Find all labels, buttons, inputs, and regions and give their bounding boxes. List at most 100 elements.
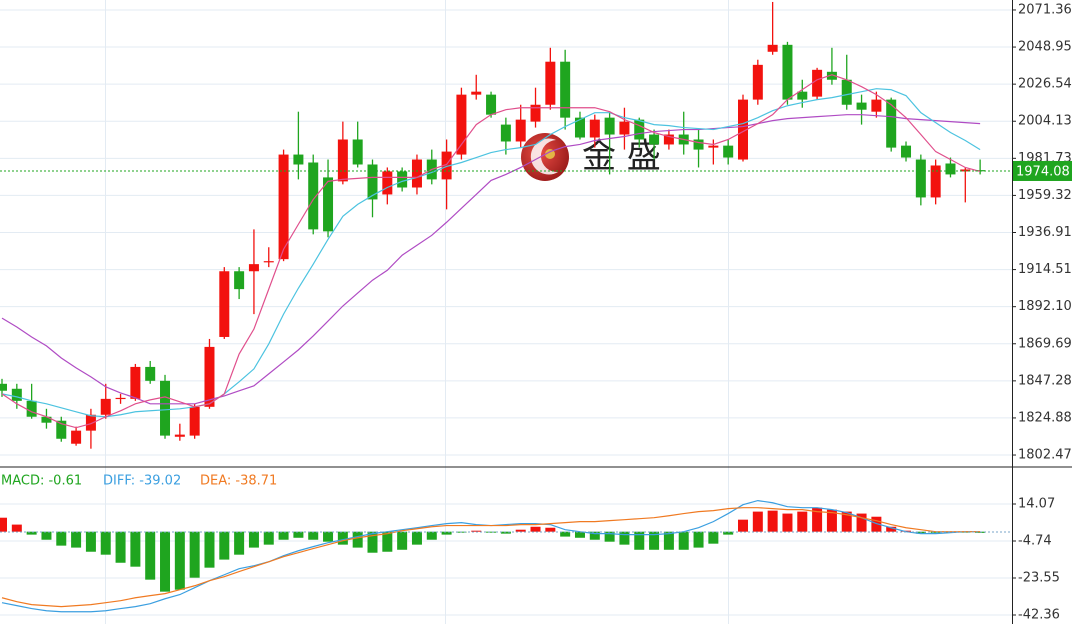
line-series bbox=[1, 114, 981, 405]
macd-bar bbox=[337, 531, 348, 545]
macd-bar bbox=[678, 531, 689, 550]
macd-bar bbox=[234, 531, 245, 555]
candle-body bbox=[930, 165, 941, 198]
macd-plot bbox=[0, 499, 986, 613]
macd-bar bbox=[663, 531, 674, 550]
candle-body bbox=[960, 169, 971, 172]
macd-bar bbox=[441, 531, 452, 535]
macd-bar bbox=[115, 531, 126, 563]
macd-bar bbox=[589, 531, 600, 540]
candle-body bbox=[752, 64, 763, 100]
y-tick-label: 1892.10 bbox=[1018, 299, 1072, 314]
y-tick-label: 1869.69 bbox=[1018, 336, 1072, 351]
candle-body bbox=[856, 102, 867, 110]
y-tick-label: -4.74 bbox=[1018, 533, 1052, 548]
last-price-label: 1974.08 bbox=[1016, 164, 1070, 179]
y-tick-label: 1847.28 bbox=[1018, 373, 1072, 388]
y-tick-label: -23.55 bbox=[1018, 570, 1060, 585]
candle-body bbox=[693, 139, 704, 150]
macd-bar bbox=[826, 509, 837, 532]
candle-body bbox=[115, 397, 126, 400]
candle-body bbox=[85, 414, 96, 431]
macd-bar bbox=[219, 531, 230, 560]
legend-label: MACD: -0.61 bbox=[1, 474, 82, 489]
macd-bar bbox=[130, 531, 141, 567]
candle-body bbox=[263, 261, 274, 263]
y-tick-label: 1959.32 bbox=[1018, 188, 1072, 203]
candle-body bbox=[560, 61, 571, 118]
candle-body bbox=[160, 380, 171, 436]
macd-bar bbox=[708, 531, 719, 544]
vertical-grid bbox=[105, 0, 729, 624]
candle-body bbox=[708, 145, 719, 148]
macd-bar bbox=[752, 511, 763, 532]
macd-bar bbox=[41, 531, 52, 540]
macd-bar bbox=[174, 531, 185, 590]
macd-bar bbox=[71, 531, 82, 548]
y-tick-label: 2048.95 bbox=[1018, 40, 1072, 55]
candle-body bbox=[530, 104, 541, 122]
candle-body bbox=[308, 162, 319, 230]
macd-bar bbox=[856, 513, 867, 532]
candle-body bbox=[604, 117, 615, 135]
macd-bar bbox=[145, 531, 156, 580]
macd-bar bbox=[323, 531, 334, 542]
candle-body bbox=[871, 99, 882, 112]
candle-body bbox=[500, 124, 511, 142]
legend-label: DIFF: -39.02 bbox=[103, 474, 181, 489]
macd-bar bbox=[915, 531, 926, 534]
candle-body bbox=[649, 134, 660, 145]
macd-bar bbox=[248, 531, 259, 548]
macd-bar bbox=[500, 531, 511, 534]
macd-bar bbox=[308, 531, 319, 540]
macd-bar bbox=[56, 531, 67, 546]
macd-bar bbox=[382, 531, 393, 552]
last-price-box bbox=[1013, 160, 1072, 181]
y-tick-label: 1914.51 bbox=[1018, 262, 1072, 277]
macd-bar bbox=[85, 531, 96, 552]
candle-body bbox=[574, 117, 585, 138]
macd-legend: MACD: -0.61 DIFF: -39.02 DEA: -38.71 bbox=[1, 474, 277, 489]
candle-body bbox=[767, 44, 778, 52]
candle-body bbox=[886, 99, 897, 148]
candle-body bbox=[26, 400, 37, 417]
candle-body bbox=[174, 434, 185, 437]
line-series bbox=[1, 507, 981, 608]
macd-bar bbox=[649, 531, 660, 550]
candle-body bbox=[0, 383, 7, 391]
macd-bar bbox=[619, 531, 630, 545]
y-tick-label: 1802.47 bbox=[1018, 448, 1072, 463]
candle-body bbox=[915, 159, 926, 198]
candle-body bbox=[189, 406, 200, 436]
macd-bar bbox=[367, 531, 378, 553]
macd-bar bbox=[293, 531, 304, 538]
macd-bar bbox=[886, 526, 897, 532]
macd-bar bbox=[278, 531, 289, 540]
y-tick-label: 1936.91 bbox=[1018, 225, 1072, 240]
macd-bar bbox=[560, 531, 571, 537]
macd-bar bbox=[723, 531, 734, 535]
candle-body bbox=[219, 271, 230, 337]
candle-body bbox=[486, 94, 497, 115]
price-plot bbox=[0, 1, 1012, 449]
candle-body bbox=[234, 271, 245, 290]
macd-bar bbox=[0, 517, 7, 532]
candle-body bbox=[782, 44, 793, 100]
candle-body bbox=[145, 366, 156, 381]
candle-body bbox=[545, 61, 556, 105]
macd-bar bbox=[604, 531, 615, 542]
candle-body bbox=[411, 159, 422, 188]
logo-dot bbox=[545, 149, 555, 159]
macd-bar bbox=[782, 513, 793, 532]
candle-body bbox=[397, 171, 408, 188]
macd-bar bbox=[574, 531, 585, 538]
candle-body bbox=[382, 171, 393, 195]
y-tick-label: 2071.36 bbox=[1018, 2, 1072, 17]
y-tick-label: 14.07 bbox=[1018, 496, 1055, 511]
macd-bar bbox=[545, 527, 556, 532]
candle-body bbox=[663, 134, 674, 145]
candle-body bbox=[204, 346, 215, 407]
macd-bar bbox=[100, 531, 111, 555]
y-tick-label: 2004.13 bbox=[1018, 114, 1072, 129]
